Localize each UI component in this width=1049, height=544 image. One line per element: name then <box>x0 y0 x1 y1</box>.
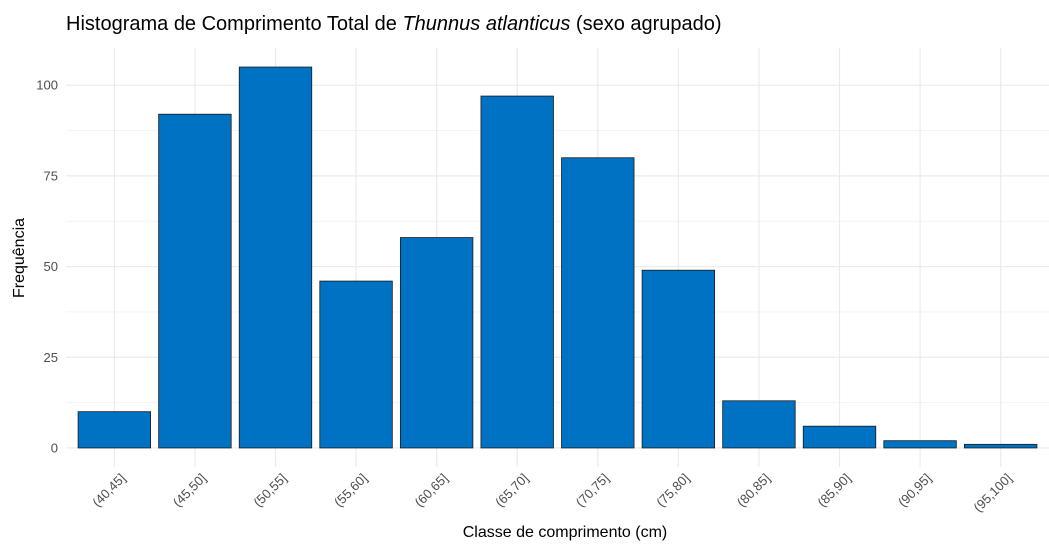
x-tick-label: (80,85] <box>734 471 773 510</box>
chart-title: Histograma de Comprimento Total de Thunn… <box>66 13 722 35</box>
x-tick-label: (50,55] <box>250 471 289 510</box>
bar <box>802 425 877 449</box>
title-part: Thunnus atlanticus <box>402 13 570 35</box>
x-tick-label: (90,95] <box>895 471 934 510</box>
bar <box>963 443 1038 449</box>
bar <box>883 440 957 449</box>
x-tick-label: (70,75] <box>573 471 612 510</box>
title-part: (sexo agrupado) <box>576 13 722 35</box>
title-part: Histograma de Comprimento Total de <box>66 13 397 35</box>
x-tick-label: (45,50] <box>170 471 209 510</box>
bar <box>399 237 474 449</box>
y-axis-title: Frequência <box>11 218 28 298</box>
bar <box>480 95 554 449</box>
bar <box>238 66 313 449</box>
x-tick-label: (40,45] <box>89 471 128 510</box>
bar <box>77 411 152 449</box>
bar <box>319 280 393 449</box>
y-tick-label: 0 <box>51 440 58 455</box>
x-tick-label: (55,60] <box>331 471 370 510</box>
y-tick-label: 75 <box>44 168 58 183</box>
x-tick-label: (95,100] <box>970 471 1014 515</box>
y-tick-label: 50 <box>44 259 58 274</box>
x-tick-label: (60,65] <box>412 471 451 510</box>
x-tick-label: (75,80] <box>653 471 692 510</box>
marks <box>77 66 1038 449</box>
bar <box>561 157 635 449</box>
y-tick-label: 25 <box>44 350 58 365</box>
bar <box>641 269 716 449</box>
bar <box>158 113 232 449</box>
x-tick-label: (65,70] <box>492 471 531 510</box>
x-tick-label: (85,90] <box>814 471 853 510</box>
bar <box>722 400 796 449</box>
x-axis-title: Classe de comprimento (cm) <box>463 524 668 541</box>
y-tick-label: 100 <box>36 78 58 93</box>
